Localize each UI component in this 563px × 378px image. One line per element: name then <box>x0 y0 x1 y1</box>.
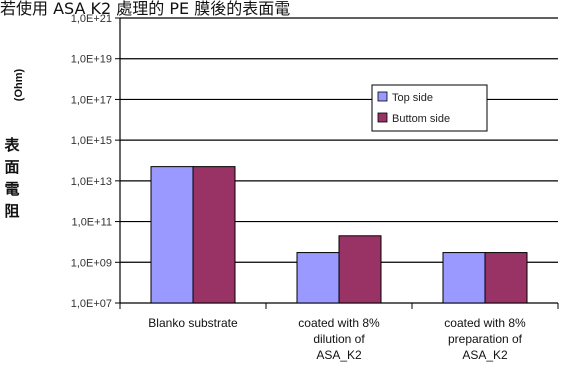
bar-top-side <box>442 252 486 304</box>
plot-area: 1,0E+21 1,0E+19 1,0E+17 1,0E+15 1,0E+13 1,0E+… <box>71 13 559 362</box>
x-category-label-line: preparation of <box>448 332 523 346</box>
y-tick-label: 1,0E+15 <box>71 135 112 147</box>
x-category-label: Blanko substrate <box>148 316 238 330</box>
y-tick-label: 1,0E+13 <box>71 176 112 188</box>
legend-label: Top side <box>392 92 433 104</box>
y-tick-label: 1,0E+11 <box>72 217 112 229</box>
x-category-label-line: coated with 8% <box>444 316 526 330</box>
y-axis-label-char: 阻 <box>4 202 19 220</box>
legend-label: Buttom side <box>392 113 450 125</box>
x-category-label-line: dilution of <box>313 332 365 346</box>
x-category-label: coated with 8% preparation of ASA_K2 <box>444 316 526 362</box>
bar-buttom-side <box>192 166 236 304</box>
y-tick-label: 1,0E+19 <box>71 54 112 66</box>
bar-top-side <box>296 252 340 304</box>
legend-swatch <box>377 91 388 102</box>
y-tick-label: 1,0E+21 <box>71 13 112 25</box>
x-category-label: coated with 8% dilution of ASA_K2 <box>298 316 380 362</box>
x-category-label-line: coated with 8% <box>298 316 380 330</box>
y-axis-label-char: 面 <box>4 158 19 176</box>
legend-box <box>371 84 488 132</box>
bar-buttom-side <box>484 252 528 304</box>
y-axis-label-char: 表 <box>4 136 20 154</box>
page-title: 若使用 ASA K2 處理的 PE 膜後的表面電 <box>0 0 290 18</box>
y-axis-label-char: 電 <box>4 180 19 198</box>
x-category-label-line: Blanko substrate <box>148 316 238 330</box>
y-axis-unit: (Ohm) <box>13 68 25 101</box>
y-tick-label: 1,0E+17 <box>71 94 112 106</box>
y-tick-label: 1,0E+09 <box>71 257 112 269</box>
y-tick-label: 1,0E+07 <box>71 298 112 310</box>
bar-top-side <box>150 166 194 304</box>
bar-buttom-side <box>338 235 382 304</box>
legend: Top side Buttom side <box>371 84 488 132</box>
legend-swatch <box>377 112 388 123</box>
x-category-label-line: ASA_K2 <box>316 348 362 362</box>
x-category-label-line: ASA_K2 <box>462 348 508 362</box>
